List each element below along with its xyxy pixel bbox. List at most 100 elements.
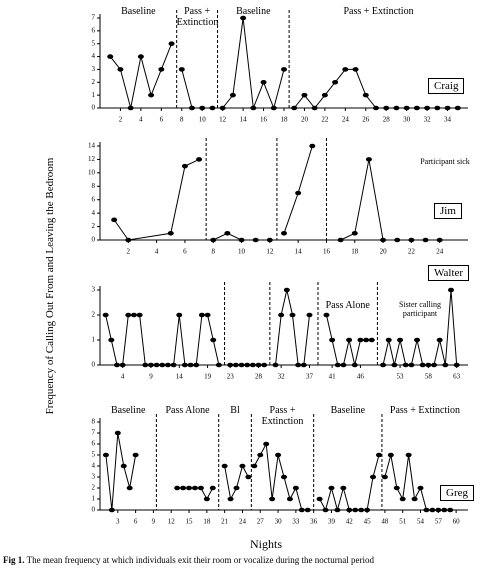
data-point	[380, 362, 387, 368]
y-tick-label: 3	[92, 65, 96, 73]
y-tick-label: 2	[92, 311, 96, 319]
x-tick-label: 37	[306, 373, 314, 381]
data-point	[119, 362, 126, 368]
data-point	[397, 337, 404, 343]
data-point	[281, 474, 287, 480]
data-point	[414, 337, 421, 343]
data-point	[219, 105, 226, 111]
data-point	[210, 237, 217, 243]
data-point	[107, 54, 114, 59]
phase-label: Baseline	[110, 405, 146, 416]
y-tick-label: 6	[92, 440, 96, 448]
data-line	[224, 464, 249, 501]
data-point	[186, 485, 193, 491]
phase-label: Baseline	[121, 6, 156, 17]
data-point	[245, 474, 252, 480]
data-line	[105, 314, 220, 366]
data-point	[232, 362, 239, 368]
data-point	[125, 237, 132, 243]
data-point	[281, 230, 287, 236]
data-point	[429, 507, 436, 513]
data-point	[196, 157, 203, 162]
data-point	[204, 312, 211, 318]
data-point	[402, 362, 409, 368]
y-tick-label: 6	[92, 26, 96, 34]
data-point	[159, 362, 166, 368]
x-tick-label: 12	[168, 518, 176, 526]
data-point	[380, 237, 387, 243]
x-tick-label: 26	[362, 116, 370, 124]
data-point	[447, 507, 454, 513]
y-tick-label: 0	[92, 236, 96, 244]
data-point	[261, 362, 268, 368]
x-tick-label: 46	[357, 373, 365, 381]
data-point	[393, 105, 400, 111]
data-point	[203, 496, 210, 502]
x-tick-label: 32	[424, 116, 432, 124]
phase-label: Pass + Extinction	[343, 6, 414, 17]
x-tick-label: 9	[152, 518, 156, 526]
data-point	[260, 79, 267, 85]
data-point	[375, 452, 382, 458]
data-point	[306, 312, 313, 318]
y-tick-label: 2	[92, 78, 96, 86]
data-point	[408, 237, 415, 243]
data-point	[257, 452, 264, 458]
x-tick-label: 20	[301, 116, 309, 124]
data-point	[251, 463, 258, 469]
data-point	[448, 287, 455, 293]
x-tick-label: 28	[383, 116, 391, 124]
data-point	[419, 362, 426, 368]
y-tick-label: 0	[92, 104, 96, 112]
x-tick-label: 24	[342, 116, 350, 124]
y-tick-label: 2	[92, 484, 96, 492]
data-point	[164, 362, 171, 368]
x-tick-label: 2	[119, 116, 123, 124]
data-point	[238, 362, 245, 368]
data-point	[436, 337, 443, 343]
y-tick-label: 0	[92, 361, 96, 369]
phase-label: Pass Alone	[325, 300, 370, 311]
data-point	[111, 217, 118, 223]
y-tick-label: 14	[88, 142, 96, 150]
data-line	[275, 289, 310, 366]
x-tick-label: 53	[397, 373, 405, 381]
data-point	[292, 485, 299, 491]
x-tick-label: 9	[149, 373, 153, 381]
x-tick-label: 15	[186, 518, 194, 526]
x-tick-label: 18	[203, 518, 211, 526]
x-tick-label: 21	[221, 518, 229, 526]
data-point	[291, 105, 298, 111]
data-point	[351, 362, 358, 368]
data-point	[147, 362, 154, 368]
x-tick-label: 16	[260, 116, 268, 124]
data-point	[227, 362, 234, 368]
data-point	[255, 362, 262, 368]
y-tick-label: 1	[92, 336, 96, 344]
x-tick-label: 10	[199, 116, 207, 124]
data-line	[181, 69, 213, 109]
data-point	[181, 362, 188, 368]
x-tick-label: 20	[380, 248, 388, 256]
data-point	[334, 362, 341, 368]
data-point	[436, 237, 443, 243]
data-point	[300, 362, 307, 368]
data-point	[239, 463, 246, 469]
x-tick-label: 18	[281, 116, 289, 124]
x-tick-label: 23	[227, 373, 235, 381]
y-tick-label: 3	[92, 473, 96, 481]
data-point	[391, 362, 398, 368]
data-line	[113, 158, 200, 241]
data-point	[328, 485, 335, 491]
participant-name: Jim	[434, 203, 462, 219]
x-tick-label: 34	[444, 116, 452, 124]
data-point	[221, 463, 228, 469]
data-line	[283, 145, 313, 234]
data-point	[394, 237, 401, 243]
data-point	[132, 452, 139, 458]
data-point	[295, 190, 302, 196]
data-point	[442, 362, 449, 368]
data-point	[434, 105, 441, 111]
x-tick-label: 41	[329, 373, 337, 381]
data-point	[148, 92, 155, 98]
